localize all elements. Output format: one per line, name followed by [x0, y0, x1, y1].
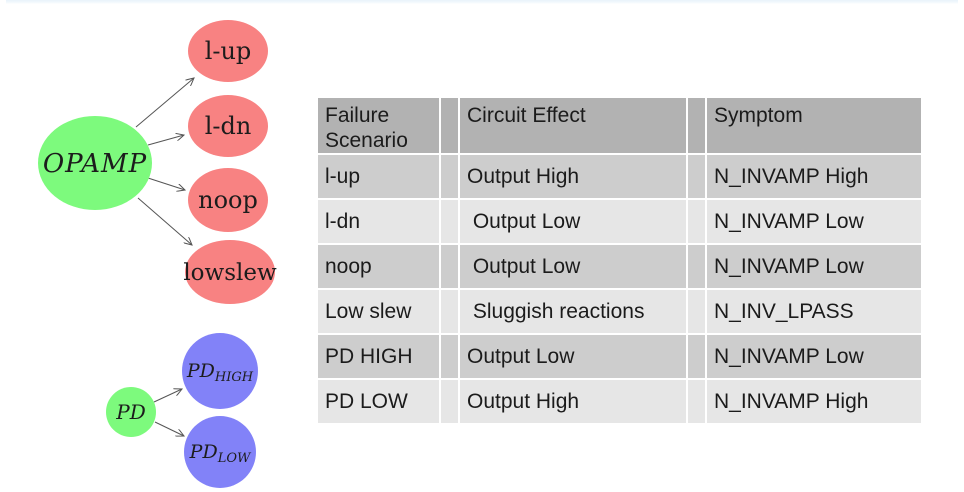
cell-effect: Output Low — [460, 200, 686, 243]
node-lowslew — [185, 240, 275, 304]
spacer-cell — [688, 380, 705, 423]
node-pd-low-label: PDLOW — [189, 441, 252, 466]
cell-symptom: N_INVAMP Low — [707, 200, 921, 243]
edge-pd-to-pd-low — [154, 421, 184, 436]
table-row-pd-high: PD HIGH Output Low N_INVAMP Low — [318, 335, 921, 378]
table-row-low-slew: Low slew Sluggish reactions N_INV_LPASS — [318, 290, 921, 333]
spacer-cell — [441, 155, 458, 198]
fault-tree-diagram: OPAMP l-up l-dn noop lowslew PD PDHIGH P… — [38, 20, 277, 488]
table-row-l-up: l-up Output High N_INVAMP High — [318, 155, 921, 198]
cell-effect: Output High — [460, 380, 686, 423]
column-header-symptom: Symptom — [707, 98, 921, 153]
cell-effect: Sluggish reactions — [460, 290, 686, 333]
node-opamp-label: OPAMP — [43, 149, 147, 179]
cell-symptom: N_INVAMP High — [707, 155, 921, 198]
spacer-cell — [688, 245, 705, 288]
cell-effect: Output High — [460, 155, 686, 198]
edge-opamp-to-noop — [147, 177, 185, 190]
spacer-cell — [688, 200, 705, 243]
cell-effect: Output Low — [460, 335, 686, 378]
spacer-cell — [441, 245, 458, 288]
cell-scenario: l-dn — [318, 200, 439, 243]
node-pd-high — [182, 333, 258, 409]
spacer-cell — [688, 335, 705, 378]
table-row-noop: noop Output Low N_INVAMP Low — [318, 245, 921, 288]
cell-symptom: N_INVAMP High — [707, 380, 921, 423]
failure-table: Failure Scenario Circuit Effect Symptom … — [316, 96, 923, 425]
pd-low-label-main: PD — [189, 441, 218, 463]
node-l-up-label: l-up — [205, 37, 252, 65]
node-noop — [188, 168, 268, 232]
node-opamp — [38, 116, 152, 210]
cell-scenario: noop — [318, 245, 439, 288]
spacer-cell — [688, 290, 705, 333]
node-pd-high-label: PDHIGH — [186, 360, 254, 385]
node-l-dn-label: l-dn — [205, 112, 252, 140]
column-header-failure-scenario: Failure Scenario — [318, 98, 439, 153]
node-noop-label: noop — [198, 186, 258, 214]
header-spacer-cell — [441, 98, 458, 153]
spacer-cell — [441, 290, 458, 333]
failure-table-container: Failure Scenario Circuit Effect Symptom … — [316, 96, 923, 425]
cell-symptom: N_INVAMP Low — [707, 335, 921, 378]
spacer-cell — [441, 200, 458, 243]
cell-symptom: N_INVAMP Low — [707, 245, 921, 288]
node-pd-label: PD — [115, 400, 146, 424]
edge-pd-to-pd-high — [153, 389, 182, 403]
cell-symptom: N_INV_LPASS — [707, 290, 921, 333]
cell-scenario: PD HIGH — [318, 335, 439, 378]
cell-scenario: Low slew — [318, 290, 439, 333]
node-pd-low — [184, 416, 256, 488]
node-lowslew-label: lowslew — [183, 260, 277, 286]
node-pd — [106, 387, 156, 437]
cell-scenario: PD LOW — [318, 380, 439, 423]
header-spacer-cell — [688, 98, 705, 153]
spacer-cell — [441, 380, 458, 423]
edge-opamp-to-l-up — [135, 78, 194, 128]
cell-scenario: l-up — [318, 155, 439, 198]
pd-high-label-subscript: HIGH — [214, 370, 254, 385]
header-row: Failure Scenario Circuit Effect Symptom — [318, 98, 921, 153]
table-row-pd-low: PD LOW Output High N_INVAMP High — [318, 380, 921, 423]
pd-low-label-subscript: LOW — [217, 451, 252, 466]
column-header-circuit-effect: Circuit Effect — [460, 98, 686, 153]
spacer-cell — [688, 155, 705, 198]
spacer-cell — [441, 335, 458, 378]
node-l-dn — [188, 95, 268, 157]
node-l-up — [188, 20, 268, 82]
pd-high-label-main: PD — [186, 360, 215, 382]
top-highlight-strip — [6, 0, 958, 4]
edge-opamp-to-lowslew — [137, 197, 192, 245]
edge-opamp-to-l-dn — [147, 135, 184, 146]
cell-effect: Output Low — [460, 245, 686, 288]
table-row-l-dn: l-dn Output Low N_INVAMP Low — [318, 200, 921, 243]
